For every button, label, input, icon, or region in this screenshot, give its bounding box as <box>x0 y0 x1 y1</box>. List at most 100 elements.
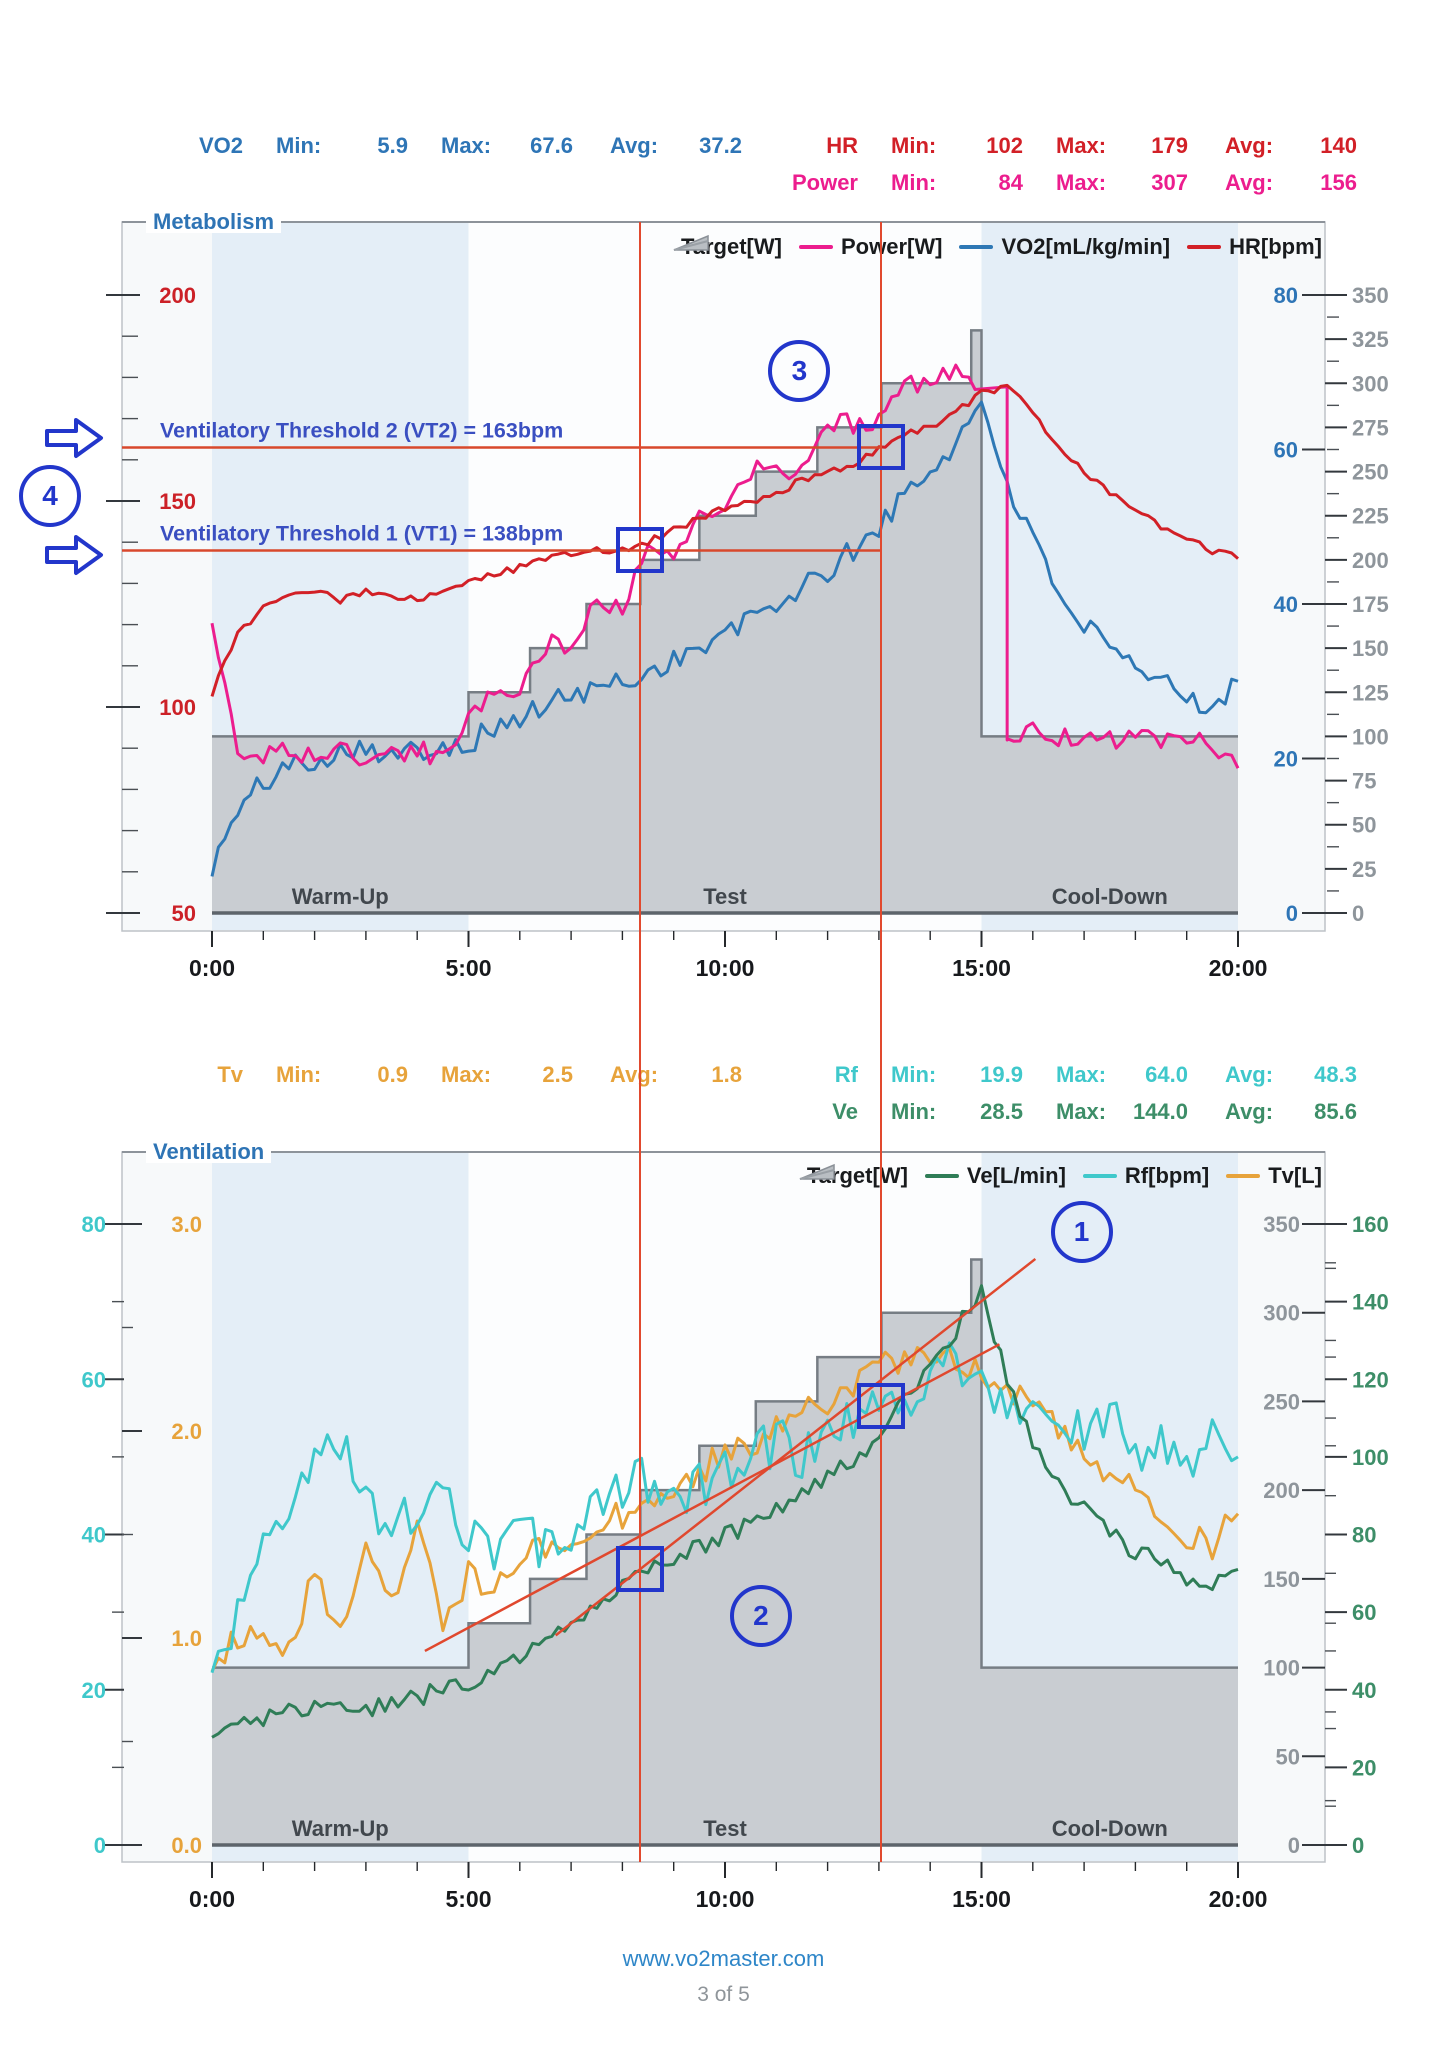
metabolism-legend: Target[W] Power[W] VO2[mL/kg/min] HR[bpm] <box>673 234 1322 260</box>
min-label: Min: <box>891 170 937 195</box>
legend-label: Power[W] <box>840 234 943 259</box>
tv-max-value: 2.5 <box>542 1062 573 1087</box>
powerw-line <box>210 363 1240 769</box>
vt-threshold-label: Ventilatory Threshold 1 (VT1) = 138bpm <box>160 521 563 545</box>
legend-line-icon <box>798 245 833 249</box>
legend-item: Tv[L] <box>1226 1163 1322 1189</box>
ve-axis-label: 0 <box>1352 1833 1364 1858</box>
vt-threshold-label: Ventilatory Threshold 2 (VT2) = 163bpm <box>160 418 563 442</box>
ve-stats-row: Ve Min: 28.5 Max: 144.0 Avg: 85.6 <box>788 1099 1357 1125</box>
avg-label: Avg: <box>1225 1099 1274 1124</box>
vo2-axis-label: 20 <box>1274 747 1298 772</box>
target-outline <box>212 329 1238 738</box>
rf-axis-label: 60 <box>82 1367 106 1392</box>
power-avg-value: 156 <box>1320 170 1357 195</box>
x-axis-label: 0:00 <box>189 955 235 981</box>
min-label: Min: <box>891 1062 937 1087</box>
avg-label: Avg: <box>610 1062 659 1087</box>
ve-axis-label: 20 <box>1352 1755 1376 1780</box>
rf-axis-label: 80 <box>82 1212 106 1237</box>
ve-max-value: 144.0 <box>1132 1099 1188 1124</box>
avg-label: Avg: <box>1225 133 1274 158</box>
annotation-circle-4: 4 <box>19 465 81 527</box>
ve-axis-label: 120 <box>1352 1367 1389 1392</box>
watts-axis-label: 300 <box>1263 1301 1300 1326</box>
annotation-circle-3: 3 <box>768 340 831 403</box>
hr-min-value: 102 <box>986 133 1023 158</box>
watts-axis-label: 150 <box>1263 1567 1300 1592</box>
page-indicator: 3 of 5 <box>697 1983 750 2006</box>
tv-axis-label: 3.0 <box>171 1212 202 1237</box>
vt-marker-square <box>616 1546 665 1593</box>
ve-axis-label: 60 <box>1352 1600 1376 1625</box>
legend-item: Target[W] <box>673 234 782 260</box>
vt-marker-square <box>857 424 906 471</box>
section-label: Warm-Up <box>292 884 389 909</box>
page-indicator-wrap: 3 of 5 <box>0 1983 1447 2007</box>
vo2-min-value: 5.9 <box>377 133 408 158</box>
vo2-axis-label: 0 <box>1286 901 1298 926</box>
vt-marker-square <box>616 527 665 574</box>
min-label: Min: <box>276 1062 322 1087</box>
ve-min-value: 28.5 <box>980 1099 1023 1124</box>
watts-axis-label: 300 <box>1352 371 1389 396</box>
footer: www.vo2master.com <box>0 1946 1447 1972</box>
watts-axis-label: 175 <box>1352 592 1389 617</box>
ve-axis-label: 80 <box>1352 1523 1376 1548</box>
legend-label: Tv[L] <box>1268 1163 1322 1188</box>
legend-line-icon <box>959 245 994 249</box>
power-max-value: 307 <box>1151 170 1188 195</box>
vo2master-link[interactable]: www.vo2master.com <box>622 1946 825 1971</box>
x-axis-label: 10:00 <box>696 955 755 981</box>
max-label: Max: <box>441 133 492 158</box>
rf-axis-label: 0 <box>94 1833 106 1858</box>
rfbpm-line <box>210 1341 1239 1674</box>
legend-item: VO2[mL/kg/min] <box>959 234 1170 260</box>
section-label: Test <box>703 884 747 909</box>
target-outline <box>212 1258 1238 1669</box>
rf-min-value: 19.9 <box>980 1062 1023 1087</box>
watts-axis-label: 0 <box>1352 901 1364 926</box>
ve-axis-label: 160 <box>1352 1212 1389 1237</box>
watts-axis-label: 350 <box>1352 283 1389 308</box>
tv-axis-label: 0.0 <box>171 1833 202 1858</box>
ve-avg-value: 85.6 <box>1314 1099 1357 1124</box>
x-axis-label: 5:00 <box>445 955 491 981</box>
rf-stats-row: Rf Min: 19.9 Max: 64.0 Avg: 48.3 <box>788 1062 1357 1088</box>
avg-label: Avg: <box>610 133 659 158</box>
vo2mlkgmin-line <box>210 400 1239 877</box>
max-label: Max: <box>1056 1099 1107 1124</box>
x-axis-label: 15:00 <box>952 1886 1011 1912</box>
watts-axis-label: 100 <box>1352 724 1389 749</box>
hr-axis-label: 150 <box>159 489 196 514</box>
hr-max-value: 179 <box>1151 133 1188 158</box>
tv-axis-label: 1.0 <box>171 1626 202 1651</box>
rf-max-value: 64.0 <box>1145 1062 1188 1087</box>
watts-axis-label: 200 <box>1352 548 1389 573</box>
legend-line-icon <box>924 1174 959 1178</box>
ve-axis-label: 140 <box>1352 1290 1389 1315</box>
vo2-stats-row: VO2 Min: 5.9 Max: 67.6 Avg: 37.2 <box>148 133 742 159</box>
vt-time-line <box>639 222 642 1862</box>
section-label: Warm-Up <box>292 1816 389 1841</box>
watts-axis-label: 150 <box>1352 636 1389 661</box>
hr-axis-label: 50 <box>172 901 196 926</box>
legend-label: HR[bpm] <box>1229 234 1322 259</box>
rf-axis-label: 20 <box>82 1678 106 1703</box>
vo2-label: VO2 <box>198 133 243 158</box>
tv-axis-label: 2.0 <box>171 1419 202 1444</box>
max-label: Max: <box>441 1062 492 1087</box>
watts-axis-label: 225 <box>1352 504 1389 529</box>
ventilation-chart-title: Ventilation <box>146 1141 272 1163</box>
tv-avg-value: 1.8 <box>711 1062 742 1087</box>
tv-stats-row: Tv Min: 0.9 Max: 2.5 Avg: 1.8 <box>148 1062 742 1088</box>
ve-axis-label: 100 <box>1352 1445 1389 1470</box>
x-axis-label: 0:00 <box>189 1886 235 1912</box>
legend-item: HR[bpm] <box>1187 234 1322 260</box>
hr-label: HR <box>826 133 858 158</box>
rf-axis-label: 40 <box>82 1523 106 1548</box>
watts-axis-label: 0 <box>1288 1833 1300 1858</box>
hr-stats-row: HR Min: 102 Max: 179 Avg: 140 <box>788 133 1357 159</box>
legend-label: VO2[mL/kg/min] <box>1001 234 1171 259</box>
